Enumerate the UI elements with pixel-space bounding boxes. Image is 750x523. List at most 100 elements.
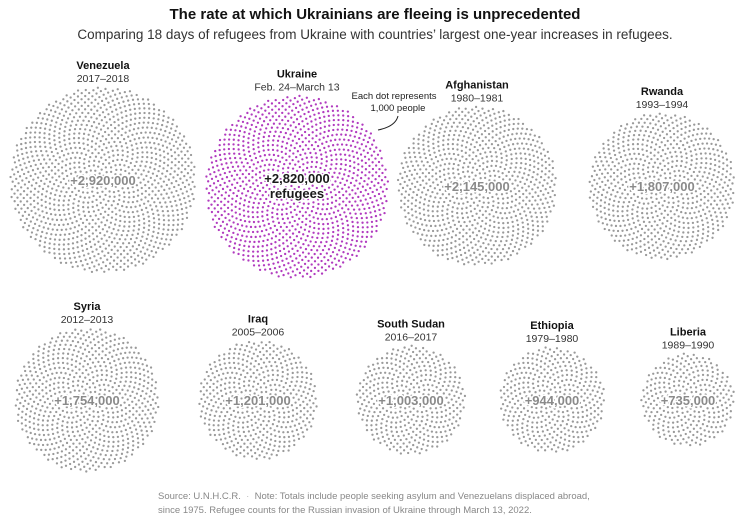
dot xyxy=(175,179,178,183)
dot xyxy=(498,115,501,119)
dot xyxy=(331,221,334,225)
dot xyxy=(359,176,363,180)
dot xyxy=(449,129,452,133)
dot xyxy=(125,120,128,123)
dot xyxy=(52,362,55,365)
dot xyxy=(135,142,138,145)
dot xyxy=(91,427,95,430)
dot xyxy=(418,151,421,155)
dot xyxy=(116,97,119,100)
dot xyxy=(280,150,283,153)
dot xyxy=(341,187,344,190)
dot xyxy=(691,201,694,205)
dot xyxy=(397,189,401,192)
dot xyxy=(477,260,480,263)
dot xyxy=(529,211,532,214)
dot xyxy=(165,238,168,241)
dot xyxy=(134,112,137,115)
dot xyxy=(75,410,78,413)
cluster-afghanistan xyxy=(396,105,557,266)
dot xyxy=(98,384,101,387)
dot xyxy=(479,152,482,156)
dot xyxy=(516,219,519,222)
dot xyxy=(347,186,350,189)
dot xyxy=(124,183,128,186)
dot xyxy=(429,184,432,188)
dot xyxy=(117,118,120,121)
dot xyxy=(289,266,292,269)
dot xyxy=(51,372,54,375)
dot xyxy=(248,107,252,110)
dot xyxy=(643,121,646,124)
dot xyxy=(13,185,17,188)
dot xyxy=(317,97,320,101)
dot xyxy=(109,454,113,457)
dot xyxy=(48,242,51,245)
dot xyxy=(702,228,705,231)
dot xyxy=(146,417,149,420)
dot xyxy=(697,127,700,131)
dot xyxy=(309,275,312,279)
dot xyxy=(121,434,124,438)
dot xyxy=(79,424,83,427)
dot xyxy=(319,241,323,244)
dot xyxy=(271,369,274,372)
dot xyxy=(187,164,190,168)
dot xyxy=(303,228,307,231)
dot xyxy=(32,178,35,181)
dot xyxy=(180,150,183,153)
dot xyxy=(659,227,662,230)
dot xyxy=(617,147,620,150)
dot xyxy=(53,139,56,142)
dot xyxy=(352,171,355,175)
dot xyxy=(330,207,333,210)
dot xyxy=(29,382,32,385)
dot xyxy=(47,113,51,117)
dot xyxy=(69,172,73,175)
dot xyxy=(637,152,641,156)
dot xyxy=(152,226,156,229)
dot xyxy=(59,332,62,335)
dot xyxy=(656,231,660,234)
dot xyxy=(367,158,371,161)
dot xyxy=(247,245,251,248)
dot xyxy=(441,218,445,222)
dot xyxy=(73,105,77,108)
dot xyxy=(266,258,269,262)
dot xyxy=(29,235,33,239)
dot xyxy=(255,376,258,379)
dot xyxy=(423,198,427,201)
dot xyxy=(86,201,90,204)
dot xyxy=(117,130,120,133)
dot xyxy=(710,189,713,192)
dot xyxy=(479,127,482,130)
dot xyxy=(29,397,32,401)
dot xyxy=(219,158,222,161)
dot xyxy=(295,197,298,200)
dot xyxy=(337,123,340,126)
dot xyxy=(99,106,102,109)
dot xyxy=(419,217,422,221)
dot xyxy=(54,125,57,128)
dot xyxy=(338,138,341,141)
dot xyxy=(40,122,43,125)
dot xyxy=(425,182,428,185)
dot xyxy=(116,435,120,439)
dot xyxy=(170,161,174,164)
dot xyxy=(23,183,27,186)
dot xyxy=(553,183,556,186)
dot xyxy=(229,376,232,379)
dot xyxy=(358,147,361,150)
dot xyxy=(286,388,289,392)
dot xyxy=(68,232,71,236)
dot xyxy=(104,182,108,186)
dot xyxy=(654,254,657,257)
dot xyxy=(244,176,247,179)
dot xyxy=(76,430,80,433)
dot xyxy=(75,452,78,455)
dot xyxy=(540,158,544,161)
dot xyxy=(143,111,146,115)
dot xyxy=(139,181,142,184)
dot xyxy=(29,410,32,413)
dot xyxy=(672,127,675,130)
